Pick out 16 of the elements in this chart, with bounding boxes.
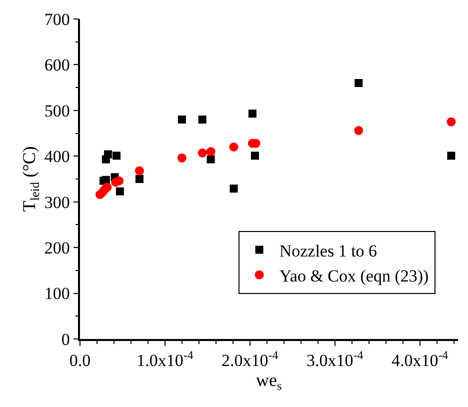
y-tick-label: 0 <box>61 330 70 349</box>
legend-label: Yao & Cox (eqn (23)) <box>279 266 429 286</box>
y-tick-label: 600 <box>44 56 70 75</box>
y-tick-label: 200 <box>44 238 70 258</box>
y-tick-label: 100 <box>44 284 70 304</box>
y-tick-label: 300 <box>44 192 70 212</box>
x-tick-label: 2.0x10$^{-4}$ <box>222 348 278 370</box>
y-tick-label: 400 <box>44 147 70 166</box>
x-axis-title: we$_{s}$ <box>256 370 282 393</box>
legend-label: Nozzles 1 to 6 <box>279 241 378 260</box>
y-tick-label: 700 <box>44 10 70 29</box>
y-tick-label: 500 <box>44 101 70 120</box>
x-tick-label: 1.0x10$^{-4}$ <box>136 348 194 370</box>
x-tick-label: 0.0 <box>69 351 91 370</box>
x-tick-label: 3.0x10$^{-4}$ <box>306 348 364 370</box>
x-tick-label: 4.0x10$^{-4}$ <box>391 348 448 370</box>
